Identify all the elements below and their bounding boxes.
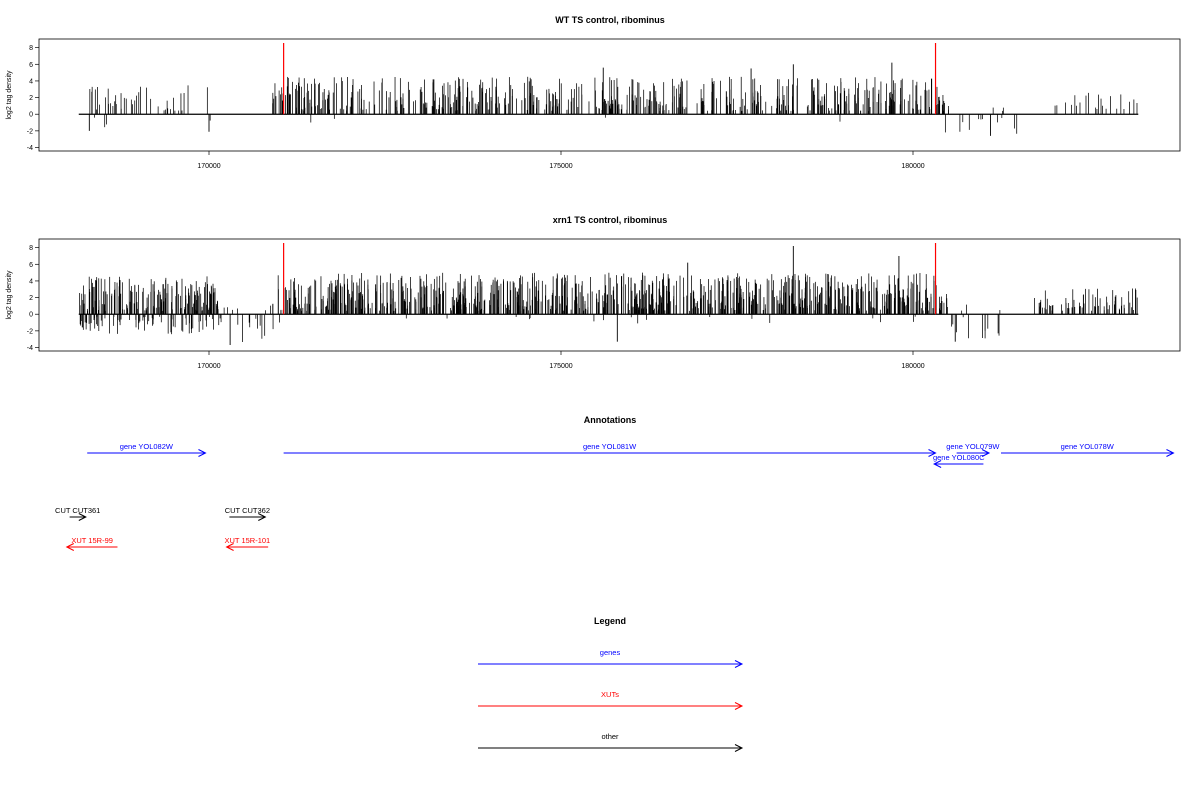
xrn1-y-tick-label: 6 xyxy=(29,262,33,269)
wt-y-tick-label: -4 xyxy=(27,145,33,152)
annotation-arrow-head xyxy=(258,513,267,521)
annotation-arrow-head xyxy=(65,543,75,551)
legend-label: genes xyxy=(600,648,621,657)
xrn1-density-bars xyxy=(79,245,1138,346)
annotation-label: gene YOL082W xyxy=(120,442,174,451)
wt-y-axis: -4 -2 0 2 4 6 8 xyxy=(27,45,39,152)
annotation-label: CUT CUT361 xyxy=(55,506,100,515)
annotation-feature: gene YOL078W xyxy=(1001,442,1175,457)
xrn1-y-axis-label: log2 tag density xyxy=(6,270,13,320)
wt-density-bars xyxy=(88,62,1138,136)
annotation-feature: gene YOL079W xyxy=(946,442,1000,457)
xrn1-gene-boundary-markers xyxy=(283,243,937,315)
xrn1-x-tick-label: 180000 xyxy=(901,363,924,370)
wt-y-tick-label: 0 xyxy=(29,112,33,119)
xrn1-track-panel: xrn1 TS control, ribominus log2 tag dens… xyxy=(6,215,1181,370)
wt-x-tick-label: 175000 xyxy=(549,163,572,170)
xrn1-track-title: xrn1 TS control, ribominus xyxy=(553,215,668,225)
wt-y-tick-label: 4 xyxy=(29,78,33,85)
annotation-feature: gene YOL082W xyxy=(87,442,207,457)
annotation-label: XUT 15R-99 xyxy=(71,536,113,545)
annotation-arrow-head xyxy=(198,449,207,457)
xrn1-y-tick-label: 8 xyxy=(29,245,33,252)
legend-items: genes XUTs other xyxy=(478,648,744,752)
xrn1-x-tick-label: 175000 xyxy=(549,363,572,370)
legend-arrow-head xyxy=(734,702,744,710)
xrn1-y-tick-label: 2 xyxy=(29,295,33,302)
legend-item: XUTs xyxy=(478,690,744,710)
annotation-feature: CUT CUT361 xyxy=(55,506,100,521)
wt-track-panel: WT TS control, ribominus log2 tag densit… xyxy=(6,15,1181,170)
annotation-label: gene YOL080C xyxy=(933,453,985,462)
annotation-arrow-head xyxy=(225,543,234,551)
annotation-feature: gene YOL080C xyxy=(933,453,985,468)
xrn1-y-tick-label: 4 xyxy=(29,278,33,285)
legend-panel: Legend genes XUTs other xyxy=(478,616,744,752)
wt-track-title: WT TS control, ribominus xyxy=(555,15,665,25)
wt-y-tick-label: 2 xyxy=(29,95,33,102)
xrn1-x-tick-label: 170000 xyxy=(197,363,220,370)
annotation-label: gene YOL079W xyxy=(946,442,1000,451)
legend-arrow-head xyxy=(734,744,744,752)
wt-x-tick-label: 180000 xyxy=(901,163,924,170)
legend-title: Legend xyxy=(594,616,626,626)
xrn1-y-tick-label: 0 xyxy=(29,312,33,319)
wt-y-axis-label: log2 tag density xyxy=(6,70,13,120)
annotation-label: gene YOL078W xyxy=(1061,442,1115,451)
annotation-arrow-head xyxy=(933,460,942,468)
wt-y-tick-label: 8 xyxy=(29,45,33,52)
annotation-label: XUT 15R-101 xyxy=(225,536,271,545)
annotation-features: gene YOL082W gene YOL081W gene YOL079W gene… xyxy=(55,442,1175,551)
legend-item: other xyxy=(478,732,744,752)
annotation-feature: XUT 15R-99 xyxy=(65,536,118,551)
wt-y-tick-label: 6 xyxy=(29,62,33,69)
wt-gene-boundary-markers xyxy=(283,43,937,115)
annotation-feature: gene YOL081W xyxy=(283,442,937,457)
annotation-arrow-head xyxy=(78,513,87,521)
annotation-feature: XUT 15R-101 xyxy=(225,536,271,551)
xrn1-y-axis: -4 -2 0 2 4 6 8 xyxy=(27,245,39,352)
wt-plot-frame xyxy=(38,38,1181,152)
wt-x-tick-label: 170000 xyxy=(197,163,220,170)
annotation-arrow-head xyxy=(928,449,937,457)
xrn1-y-tick-label: -4 xyxy=(27,345,33,352)
xrn1-y-tick-label: -2 xyxy=(27,328,33,335)
annotation-label: CUT CUT362 xyxy=(225,506,270,515)
annotation-arrow-head xyxy=(1166,449,1175,457)
annotation-label: gene YOL081W xyxy=(583,442,637,451)
annotations-panel: Annotations gene YOL082W gene YOL081W gene… xyxy=(55,415,1175,551)
legend-arrow-head xyxy=(734,660,744,668)
wt-y-tick-label: -2 xyxy=(27,128,33,135)
xrn1-plot-frame xyxy=(38,238,1181,352)
wt-x-axis: 170000 175000 180000 xyxy=(197,151,925,170)
legend-label: other xyxy=(601,732,619,741)
annotation-arrow-head xyxy=(981,449,991,457)
legend-item: genes xyxy=(478,648,744,668)
annotations-title: Annotations xyxy=(584,415,637,425)
xrn1-x-axis: 170000 175000 180000 xyxy=(197,351,925,370)
annotation-feature: CUT CUT362 xyxy=(225,506,270,521)
legend-label: XUTs xyxy=(601,690,619,699)
